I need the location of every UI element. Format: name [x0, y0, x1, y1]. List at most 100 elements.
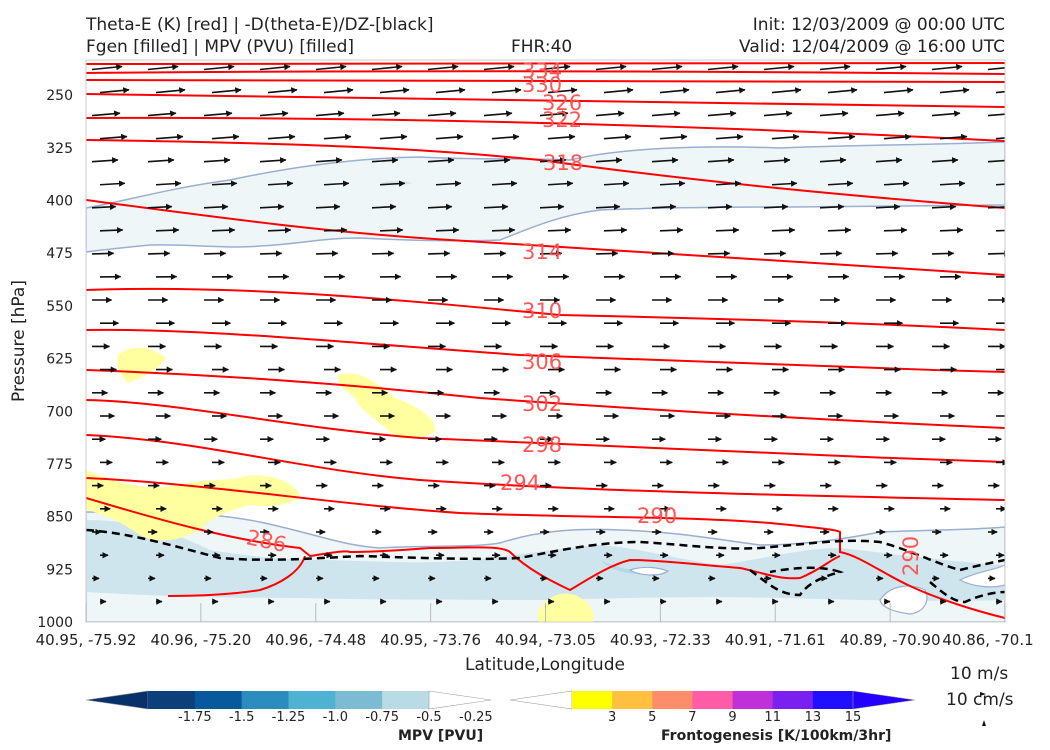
wind-vector: [659, 133, 688, 141]
wind-vector: [827, 180, 854, 187]
wind-vector: [99, 133, 128, 141]
wind-vector: [595, 203, 621, 211]
colorbar-segment: [572, 691, 613, 709]
theta-e-302: [86, 369, 1005, 429]
valid-time: Valid: 12/04/2009 @ 16:00 UTC: [739, 37, 1005, 57]
wind-vector: [659, 87, 690, 94]
colorbar-tick-label: -0.5: [416, 710, 442, 725]
wind-vector: [707, 157, 735, 164]
wind-vector: [763, 110, 793, 117]
wind-vector: [763, 157, 791, 164]
wind-vector: [875, 63, 907, 71]
wind-vector: [771, 180, 798, 187]
wind-vector: [483, 250, 507, 257]
wind-vector: [91, 63, 123, 71]
wind-vector: [595, 110, 625, 117]
wind-vector: [819, 157, 847, 164]
wind-vector: [371, 203, 397, 211]
wind-vector: [483, 157, 511, 164]
contour-label-302: 302: [522, 392, 562, 416]
wind-vector: [203, 110, 233, 117]
wind-vector: [259, 157, 287, 164]
colorbar-tick-label: 3: [608, 710, 617, 725]
wind-vector: [539, 110, 569, 117]
wind-vector: [323, 133, 352, 141]
colorbar-segment: [812, 691, 854, 709]
colorbar-segment: [148, 691, 196, 709]
contour-label-334: 334: [522, 59, 562, 83]
wind-vector: [539, 157, 567, 164]
contour-label-322: 322: [542, 108, 582, 132]
wind-vector: [203, 157, 231, 164]
theta-e-322: [86, 116, 1005, 142]
wind-vector: [155, 87, 186, 94]
contour-label-306: 306: [522, 350, 562, 374]
wind-vector: [595, 157, 623, 164]
wind-vector: [539, 63, 571, 71]
colorbar-tick-label: 9: [728, 710, 737, 725]
wind-vector: [827, 226, 852, 234]
wind-vector: [203, 63, 235, 71]
wind-vector: [939, 180, 966, 187]
colorbar-tick-label: 11: [764, 710, 781, 725]
wind-vector: [267, 87, 298, 94]
wind-vector: [211, 180, 238, 187]
wind-vector: [763, 63, 795, 71]
wind-vector: [323, 180, 350, 187]
wind-vector: [371, 63, 403, 71]
contour-label-310: 310: [522, 299, 562, 323]
x-tick-label: 40.89, -70.90: [840, 631, 941, 649]
wind-vector: [715, 87, 746, 94]
wind-vector: [491, 133, 520, 141]
wind-vector: [427, 63, 459, 71]
colorbar-tick-label: 5: [648, 710, 657, 725]
wind-vector: [155, 180, 182, 187]
wind-vector: [931, 63, 963, 71]
init-time: Init: 12/03/2009 @ 00:00 UTC: [752, 15, 1005, 35]
wind-vector: [547, 87, 578, 94]
wind-vector: [315, 203, 341, 211]
wind-vector: [995, 183, 1005, 186]
wind-vector: [427, 250, 451, 257]
wind-vector: [371, 157, 399, 164]
wind-vector: [939, 133, 968, 141]
colorbar-extend-left: [510, 690, 573, 710]
colorbar-extend-right: [428, 690, 492, 710]
wind-vector: [267, 226, 292, 234]
title-line-1: Theta-E (K) [red] | -D(theta-E)/DZ-[blac…: [86, 15, 434, 35]
wind-vector: [707, 110, 737, 117]
colorbar-tick-label: 7: [688, 710, 697, 725]
wind-vector: [715, 226, 740, 234]
wind-vector: [147, 110, 177, 117]
wind-vector: [987, 206, 1005, 209]
wind-vector: [99, 180, 126, 187]
wind-vector: [259, 203, 285, 211]
wind-vector: [939, 226, 964, 234]
wind-vector: [987, 159, 1005, 163]
wind-vector: [651, 110, 681, 117]
theta-e-326: [86, 93, 1005, 108]
y-axis-label: Pressure [hPa]: [9, 280, 29, 402]
wind-vector: [651, 157, 679, 164]
x-tick-label: 40.95, -75.92: [36, 631, 137, 649]
wind-vector: [155, 133, 184, 141]
wind-vector: [491, 226, 516, 234]
wind-vector: [659, 226, 684, 234]
theta-e-contours: [86, 61, 1005, 619]
wind-vector: [707, 250, 731, 257]
colorbar-segment: [382, 691, 430, 709]
colorbar-segment: [732, 691, 774, 709]
y-tick-label: 250: [46, 88, 73, 104]
wind-vector: [379, 180, 406, 187]
x-tick-label: 40.96, -74.48: [265, 631, 366, 649]
wind-vector: [547, 180, 574, 187]
y-tick-label: 1000: [37, 615, 73, 631]
wind-vector: [435, 87, 466, 94]
contour-label-290: 290: [637, 504, 677, 528]
wind-vector: [539, 250, 563, 257]
wind-vector: [995, 137, 1005, 140]
theta-e-286-b: [167, 555, 306, 597]
colorbar-tick-label: 15: [844, 710, 862, 725]
y-tick-label: 475: [46, 246, 73, 262]
colorbar-tick-label: -0.25: [459, 710, 493, 725]
